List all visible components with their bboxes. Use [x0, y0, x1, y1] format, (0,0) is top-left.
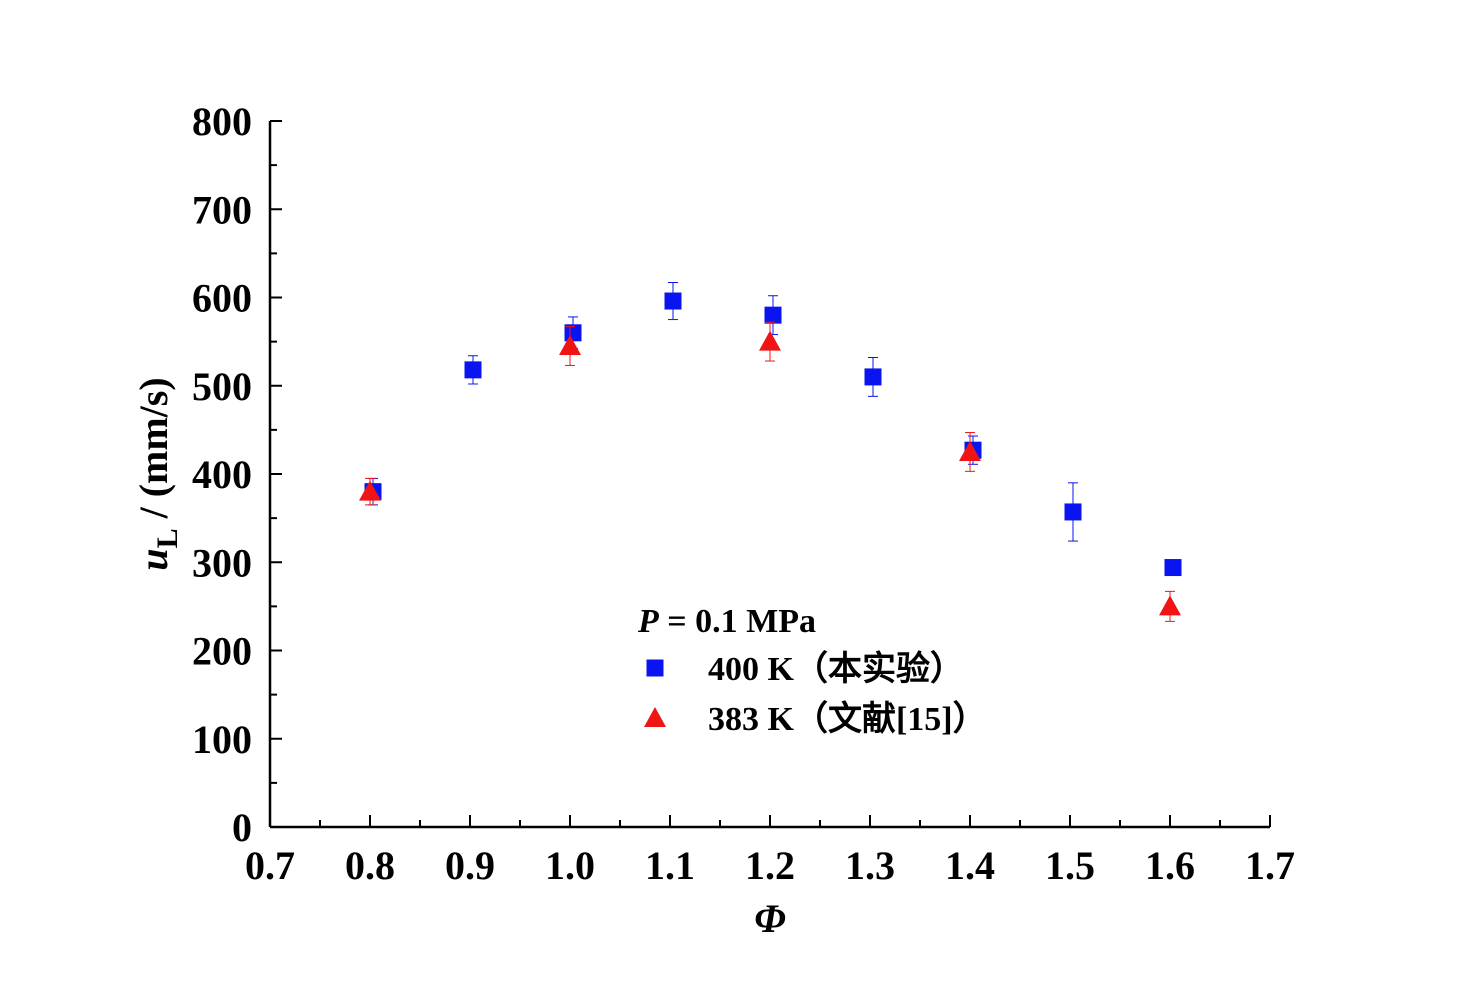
x-tick-label: 0.9	[445, 843, 495, 888]
legend-label: 383 K（文献[15]）	[708, 699, 987, 738]
legend-title: P = 0.1 MPa	[637, 603, 816, 640]
y-axis-title-subscript: L	[151, 528, 184, 548]
y-axis-title: uL / (mm/s)	[131, 377, 184, 570]
y-axis-title-var: u	[131, 548, 176, 570]
data-point	[359, 480, 381, 501]
data-point	[564, 324, 582, 342]
y-tick-label: 400	[192, 452, 252, 497]
data-point	[764, 306, 782, 324]
y-tick-label: 100	[192, 717, 252, 762]
chart-legend: P = 0.1 MPa 400 K（本实验） 383 K（文献[15]）	[637, 603, 987, 738]
x-axis-title: Φ	[754, 896, 786, 941]
data-point	[664, 292, 682, 310]
y-tick-label: 500	[192, 364, 252, 409]
y-tick-label: 0	[232, 805, 252, 850]
data-point	[1164, 559, 1182, 577]
y-tick-label: 600	[192, 276, 252, 321]
chart-series-layer	[359, 281, 1182, 622]
y-axis-title-unit: / (mm/s)	[131, 377, 176, 528]
legend-label: 400 K（本实验）	[708, 649, 964, 688]
y-tick-label: 200	[192, 629, 252, 674]
data-point	[1064, 503, 1082, 521]
x-tick-label: 1.6	[1145, 843, 1195, 888]
series-400K	[364, 281, 1182, 577]
x-tick-label: 1.4	[945, 843, 995, 888]
legend-title-var: P	[637, 603, 659, 640]
data-point	[1159, 595, 1181, 616]
x-tick-label: 0.7	[245, 843, 295, 888]
x-tick-label: 1.7	[1245, 843, 1295, 888]
x-tick-label: 1.1	[645, 843, 695, 888]
legend-marker	[646, 659, 664, 677]
x-tick-label: 1.0	[545, 843, 595, 888]
data-point	[959, 440, 981, 461]
legend-items: 400 K（本实验） 383 K（文献[15]）	[644, 649, 987, 738]
y-tick-label: 700	[192, 187, 252, 232]
data-point	[864, 368, 882, 386]
series-383K	[359, 321, 1181, 622]
data-point	[464, 361, 482, 379]
x-tick-label: 1.2	[745, 843, 795, 888]
y-tick-label: 300	[192, 540, 252, 585]
x-tick-label: 1.5	[1045, 843, 1095, 888]
legend-title-rest: = 0.1 MPa	[659, 603, 816, 640]
data-point	[759, 330, 781, 351]
chart-ticks: 0.7 0.8 0.9 1.0 1.1 1.2 1.3 1.4 1.5 1.6 1.7 0 100 200…	[192, 99, 1295, 888]
x-tick-label: 1.3	[845, 843, 895, 888]
x-tick-label: 0.8	[345, 843, 395, 888]
data-point	[559, 335, 581, 356]
y-tick-label: 800	[192, 99, 252, 144]
legend-marker	[644, 707, 666, 727]
